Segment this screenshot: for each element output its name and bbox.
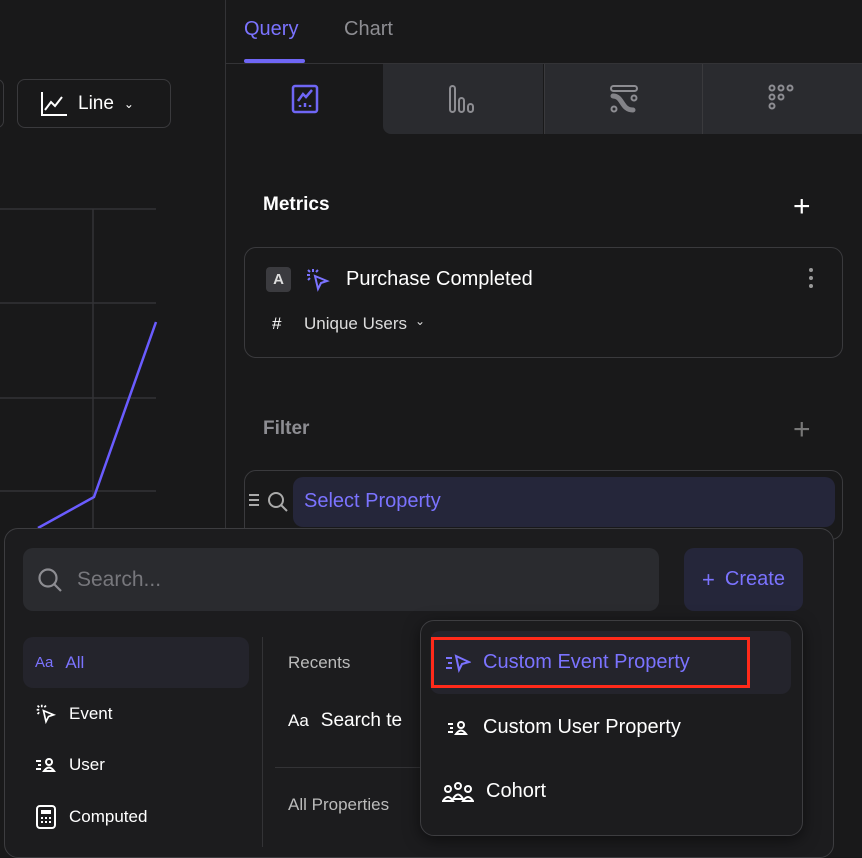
text-property-icon: Aa bbox=[288, 711, 309, 730]
recent-item[interactable]: Aa Search te bbox=[288, 710, 402, 732]
category-label: All bbox=[65, 652, 85, 672]
menu-item-custom-user-property[interactable]: Custom User Property bbox=[445, 716, 681, 739]
flow-icon bbox=[609, 85, 638, 113]
search-placeholder: Search... bbox=[77, 567, 162, 591]
tab-underline bbox=[244, 59, 305, 63]
create-label: Create bbox=[724, 568, 785, 590]
menu-item-cohort[interactable]: Cohort bbox=[442, 780, 546, 803]
user-property-icon bbox=[36, 758, 56, 772]
line-chart bbox=[0, 208, 158, 540]
hash-icon: # bbox=[272, 314, 282, 333]
metric-event-name[interactable]: Purchase Completed bbox=[346, 268, 533, 290]
user-property-icon bbox=[448, 720, 468, 735]
bar-chart-icon bbox=[449, 85, 474, 113]
chevron-down-icon: ⌄ bbox=[123, 96, 134, 111]
event-click-icon bbox=[307, 269, 330, 292]
search-icon bbox=[268, 492, 288, 512]
category-label: User bbox=[69, 755, 105, 774]
panel-divider bbox=[225, 0, 226, 840]
series-line bbox=[37, 321, 158, 530]
add-filter-button[interactable]: + bbox=[793, 413, 811, 446]
custom-event-icon bbox=[446, 653, 471, 673]
search-icon bbox=[38, 567, 62, 592]
toolbar-button[interactable] bbox=[0, 79, 4, 128]
menu-item-label: Custom Event Property bbox=[483, 651, 690, 673]
category-computed[interactable]: Computed bbox=[35, 805, 147, 829]
tab-chart[interactable]: Chart bbox=[344, 18, 393, 40]
category-all[interactable]: Aa All bbox=[23, 637, 249, 688]
dots-grid-icon bbox=[768, 84, 793, 110]
view-tab-flow[interactable] bbox=[544, 64, 702, 134]
select-property-button[interactable]: Select Property bbox=[293, 477, 835, 527]
category-user[interactable]: User bbox=[35, 754, 105, 776]
category-event[interactable]: Event bbox=[35, 703, 112, 725]
line-chart-icon bbox=[41, 91, 67, 116]
measure-dropdown[interactable]: Unique Users ⌄ bbox=[304, 314, 425, 334]
filter-heading: Filter bbox=[263, 418, 310, 439]
cohort-icon bbox=[442, 781, 474, 802]
view-tab-retention[interactable] bbox=[702, 64, 862, 134]
metric-card[interactable] bbox=[244, 247, 843, 358]
view-tab-bar[interactable] bbox=[383, 64, 543, 134]
create-button[interactable]: + Create bbox=[684, 548, 803, 611]
metrics-heading: Metrics bbox=[263, 194, 330, 215]
chart-type-dropdown[interactable]: Line ⌄ bbox=[17, 79, 171, 128]
add-metric-button[interactable]: + bbox=[793, 190, 811, 223]
divider bbox=[275, 767, 425, 768]
category-label: Computed bbox=[69, 807, 148, 826]
recent-item-label: Search te bbox=[320, 710, 403, 731]
tab-query[interactable]: Query bbox=[244, 18, 299, 40]
chevron-down-icon: ⌄ bbox=[415, 314, 426, 328]
plus-icon: + bbox=[702, 566, 715, 592]
drag-handle-icon[interactable] bbox=[249, 494, 259, 506]
view-tab-insights[interactable] bbox=[226, 64, 383, 134]
divider bbox=[226, 63, 862, 64]
more-options-icon[interactable] bbox=[806, 268, 816, 288]
line-chart-icon bbox=[291, 84, 318, 114]
measure-label: Unique Users bbox=[304, 314, 407, 333]
calculator-icon bbox=[36, 805, 56, 829]
chart-type-label: Line bbox=[78, 92, 114, 114]
category-label: Event bbox=[69, 704, 113, 723]
column-divider bbox=[262, 637, 263, 847]
menu-item-label: Cohort bbox=[486, 780, 547, 802]
metric-badge: A bbox=[266, 267, 291, 292]
search-input[interactable]: Search... bbox=[23, 548, 659, 611]
menu-item-highlight bbox=[430, 631, 791, 694]
menu-item-label: Custom User Property bbox=[483, 716, 681, 738]
recents-heading: Recents bbox=[288, 653, 351, 672]
text-type-icon: Aa bbox=[35, 654, 54, 671]
event-click-icon bbox=[36, 704, 57, 725]
menu-item-custom-event-property[interactable]: Custom Event Property bbox=[431, 637, 750, 688]
all-properties-heading: All Properties bbox=[288, 795, 390, 814]
